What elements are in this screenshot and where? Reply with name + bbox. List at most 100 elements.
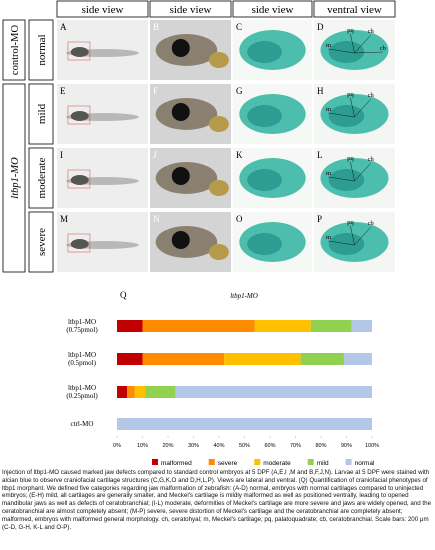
panel-letter: K [236,150,243,160]
cartilage-inner [328,105,365,127]
header-box [313,0,396,18]
eye [171,231,190,249]
larva-head [70,175,89,185]
bar-segment [145,386,176,398]
bar-segment [117,386,128,398]
cartilage-inner [247,105,282,127]
panel-letter: F [153,86,158,96]
x-tick-label: 30% [188,443,199,449]
cartilage-inner [328,169,365,191]
annotation-pointer [350,33,355,54]
annotation-pointer [354,227,371,246]
bar-segment [142,353,225,365]
panel-letter: E [60,86,66,96]
bar-segment [310,320,352,332]
annotation-pointer [354,35,371,54]
panel-letter: D [317,22,324,32]
annotation: ch [368,92,375,99]
x-tick-label: 80% [315,443,326,449]
annotation-pointer [328,240,355,246]
group-label: control-MO [10,25,21,76]
header-box [149,0,232,18]
legend-swatch [152,459,158,465]
eye [171,167,190,185]
bar-segment [175,386,372,398]
annotation-pointer [328,176,355,182]
annotation: pq [347,27,354,34]
row-box [28,19,54,81]
panel-letter: H [317,86,324,96]
category-label: ctrl-MO [70,420,94,428]
header-box [232,0,313,18]
legend-label: severe [218,460,238,467]
group-label: ltbp1-MO [10,157,21,199]
legend-label: malformed [161,460,192,467]
row-box [28,147,54,209]
row-box [28,211,54,273]
legend-swatch [307,459,314,465]
legend-swatch [208,459,215,465]
annotation-pointer [354,51,383,54]
cartilage-inner [328,233,365,255]
yolk [208,52,229,68]
legend-swatch [345,459,352,465]
cartilage-inner [247,169,282,191]
chart-title: ltbp1-MO [230,292,258,300]
eye [171,103,190,121]
column-header: ventral view [327,4,382,16]
bar-segment [351,320,372,332]
x-tick-label: 50% [239,443,250,449]
zoom-box [67,169,91,189]
panel-letter: C [236,22,242,32]
panel-letter: J [153,150,157,160]
figure: side view side view side view ventral view c… [2,0,396,467]
panel-letter: L [317,150,323,160]
annotation-pointer [350,225,355,246]
cartilage-inner [247,41,282,63]
cartilage-inner [328,41,365,63]
yolk [208,244,229,260]
panel-letter: P [317,214,322,224]
annotation: pq [347,155,354,162]
bar-segment [343,353,372,365]
zoom-box [67,41,91,61]
annotation: m [326,170,331,177]
bar-segment [224,353,301,365]
bar-segment [300,353,344,365]
annotation: pq [347,219,354,226]
panel-letter: B [153,22,159,32]
bar-segment [117,418,372,430]
annotation-pointer [328,48,355,54]
annotation-pointer [354,99,371,118]
x-tick-label: 100% [365,443,379,449]
panel-letter: I [60,150,63,160]
x-tick-label: 90% [341,443,352,449]
bar-segment [134,386,146,398]
panel-letter: G [236,86,243,96]
annotation: ch [368,28,375,35]
annotation: m [326,234,331,241]
bar-segment [117,320,143,332]
column-header: side view [252,4,294,16]
x-tick-label: 10% [137,443,148,449]
annotation: cb [380,45,386,52]
row-label: normal [36,34,48,65]
category-label: ltbp1-MO (0.25pmol) [66,384,98,400]
bar-segment [117,353,143,365]
bar-segment [127,386,135,398]
legend-label: normal [355,460,375,467]
panel-letter: O [236,214,243,224]
annotation-pointer [350,161,355,182]
x-tick-label: 40% [213,443,224,449]
annotation: ch [368,156,375,163]
row-label: severe [36,228,48,256]
annotation-pointer [354,163,371,182]
panel-letter: M [60,214,68,224]
x-tick-label: 60% [264,443,275,449]
panel-letter: A [60,22,67,32]
annotation-pointer [350,97,355,118]
x-tick-label: 20% [162,443,173,449]
annotation: m [326,106,331,113]
category-label: ltbp1-MO (0.75pmol) [66,318,98,334]
